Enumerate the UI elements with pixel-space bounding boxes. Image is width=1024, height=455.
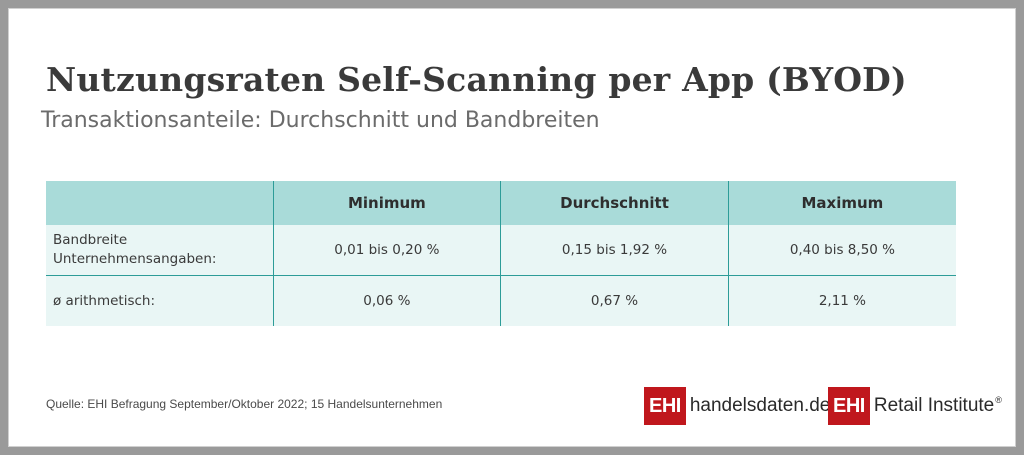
cell-bandbreite-minimum: 0,01 bis 0,20 % — [272, 225, 501, 276]
cell-bandbreite-durchschnitt: 0,15 bis 1,92 % — [500, 225, 729, 276]
row-label-line-2: Unternehmensangaben: — [53, 251, 217, 267]
header-cell-maximum: Maximum — [727, 181, 956, 225]
header-row: Minimum Durchschnitt Maximum — [46, 181, 956, 225]
ehi-handelsdaten-logo: EHI handelsdaten.de — [644, 387, 830, 425]
header-cell-empty — [46, 181, 274, 225]
cell-arithmetisch-minimum: 0,06 % — [272, 275, 501, 326]
registered-mark: ® — [995, 395, 1002, 405]
table-row-bandbreite: Bandbreite Unternehmensangaben: 0,01 bis… — [46, 225, 956, 276]
row-label-line-1: Bandbreite — [53, 232, 128, 248]
data-table: Minimum Durchschnitt Maximum Bandbreite … — [46, 181, 956, 326]
ehi-retail-institute-logo: EHI Retail Institute® — [828, 387, 1002, 425]
cell-arithmetisch-maximum: 2,11 % — [727, 275, 956, 326]
chart-card: Nutzungsraten Self-Scanning per App (BYO… — [8, 8, 1016, 447]
header-cell-minimum: Minimum — [272, 181, 501, 225]
ehi-logo-box: EHI — [828, 387, 870, 425]
chart-subtitle: Transaktionsanteile: Durchschnitt und Ba… — [41, 108, 600, 133]
retail-institute-logo-text: Retail Institute® — [874, 395, 1002, 417]
chart-title: Nutzungsraten Self-Scanning per App (BYO… — [46, 60, 907, 99]
table-row-arithmetisch: ø arithmetisch: 0,06 % 0,67 % 2,11 % — [46, 275, 956, 326]
cell-arithmetisch-durchschnitt: 0,67 % — [500, 275, 729, 326]
row-label-arithmetisch: ø arithmetisch: — [46, 275, 274, 326]
header-cell-durchschnitt: Durchschnitt — [500, 181, 729, 225]
source-note: Quelle: EHI Befragung September/Oktober … — [46, 397, 443, 411]
retail-institute-name: Retail Institute — [873, 395, 995, 416]
handelsdaten-logo-text: handelsdaten.de — [689, 395, 831, 416]
cell-bandbreite-maximum: 0,40 bis 8,50 % — [727, 225, 956, 276]
row-label-bandbreite: Bandbreite Unternehmensangaben: — [46, 225, 274, 276]
ehi-logo-box: EHI — [644, 387, 686, 425]
